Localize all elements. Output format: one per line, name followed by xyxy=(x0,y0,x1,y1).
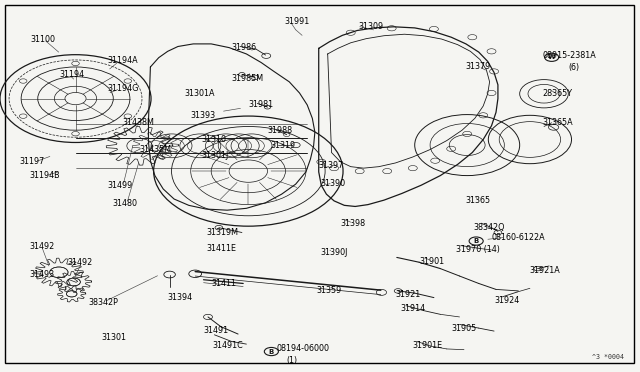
Text: 38342Q: 38342Q xyxy=(474,223,505,232)
Text: 28365Y: 28365Y xyxy=(543,89,573,98)
Text: 31438M: 31438M xyxy=(123,118,155,127)
Text: 31359: 31359 xyxy=(317,286,342,295)
Text: 31988: 31988 xyxy=(268,126,292,135)
Text: 08915-2381A: 08915-2381A xyxy=(543,51,596,60)
Text: 31194B: 31194B xyxy=(29,171,60,180)
Text: 31310: 31310 xyxy=(202,135,227,144)
Text: ^3 *0004: ^3 *0004 xyxy=(592,354,624,360)
Text: 31390: 31390 xyxy=(320,179,345,187)
Text: 31194G: 31194G xyxy=(108,84,139,93)
Text: 31914: 31914 xyxy=(400,304,425,312)
Text: 31493: 31493 xyxy=(29,270,54,279)
Text: 31901: 31901 xyxy=(419,257,444,266)
Text: 31924: 31924 xyxy=(494,296,519,305)
Text: 31197: 31197 xyxy=(19,157,44,166)
Text: 31301J: 31301J xyxy=(202,151,229,160)
Text: 08194-06000: 08194-06000 xyxy=(276,344,330,353)
Text: 31397: 31397 xyxy=(319,161,344,170)
Text: B: B xyxy=(474,238,479,244)
Text: 31986: 31986 xyxy=(232,43,257,52)
Text: 31365A: 31365A xyxy=(543,118,573,126)
Text: 31194A: 31194A xyxy=(108,56,138,65)
Text: 08160-6122A: 08160-6122A xyxy=(492,233,545,242)
Text: 31194: 31194 xyxy=(60,70,84,79)
Text: 31499: 31499 xyxy=(108,182,132,190)
FancyBboxPatch shape xyxy=(5,5,634,363)
Text: 31981: 31981 xyxy=(248,100,273,109)
Text: 31319M: 31319M xyxy=(206,228,238,237)
Text: (1): (1) xyxy=(287,356,298,365)
Text: 31394: 31394 xyxy=(168,293,193,302)
Text: 31301A: 31301A xyxy=(184,89,215,97)
Text: 31921: 31921 xyxy=(396,290,420,299)
Text: 31492: 31492 xyxy=(67,258,92,267)
Text: 31991: 31991 xyxy=(285,17,310,26)
Text: 31985M: 31985M xyxy=(232,74,264,83)
Text: 31301: 31301 xyxy=(101,333,126,342)
Text: 31398: 31398 xyxy=(340,219,365,228)
Text: 31365: 31365 xyxy=(466,196,491,205)
Text: 31492: 31492 xyxy=(29,242,54,251)
Text: 31309: 31309 xyxy=(358,22,383,31)
Text: 31435M: 31435M xyxy=(140,145,172,154)
Text: 31905: 31905 xyxy=(451,324,476,333)
Text: 31100: 31100 xyxy=(31,35,56,44)
Text: W: W xyxy=(548,54,556,60)
Text: 31491: 31491 xyxy=(204,326,228,335)
Text: 31411: 31411 xyxy=(211,279,236,288)
Text: 31390J: 31390J xyxy=(320,248,348,257)
Text: B: B xyxy=(269,349,274,355)
Text: 31901E: 31901E xyxy=(413,341,443,350)
Text: 38342P: 38342P xyxy=(88,298,118,307)
Text: 31319: 31319 xyxy=(270,141,295,150)
Text: 31970 (14): 31970 (14) xyxy=(456,246,500,254)
Text: 31921A: 31921A xyxy=(530,266,561,275)
Text: 31393: 31393 xyxy=(191,111,216,120)
Text: 31411E: 31411E xyxy=(206,244,236,253)
Text: 31379: 31379 xyxy=(466,62,491,71)
Text: 31480: 31480 xyxy=(112,199,137,208)
Text: (6): (6) xyxy=(568,63,579,72)
Text: 31491C: 31491C xyxy=(212,341,243,350)
